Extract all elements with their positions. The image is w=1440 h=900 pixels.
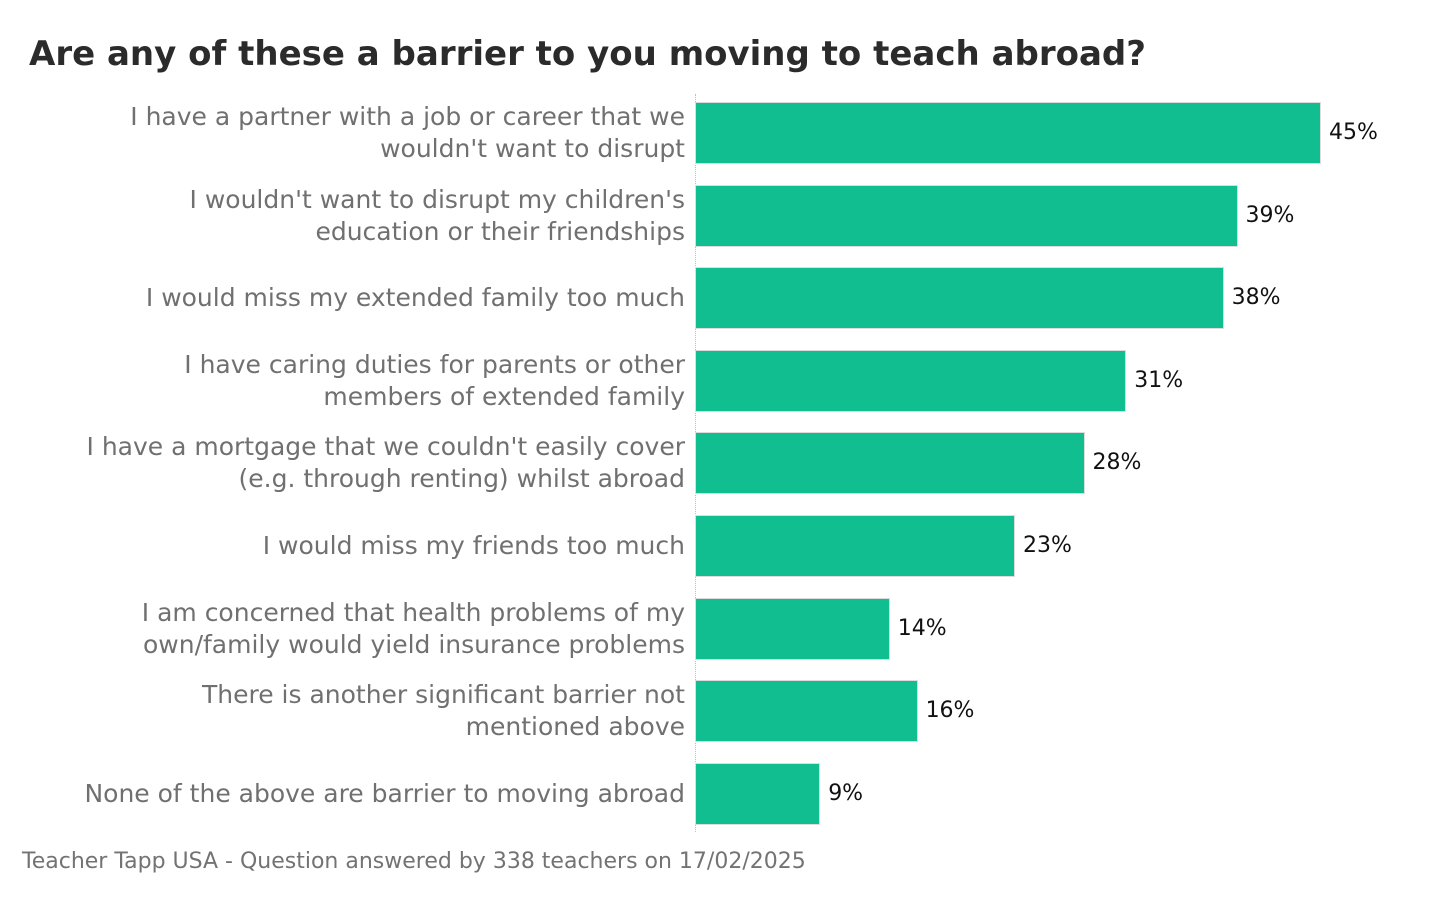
- category-label: I have a mortgage that we couldn't easil…: [86, 432, 686, 494]
- category-label: There is another significant barrier not…: [201, 680, 685, 742]
- bar: [695, 432, 1085, 495]
- value-label: 9%: [828, 780, 864, 806]
- bar: [695, 680, 918, 743]
- value-label: 45%: [1329, 120, 1378, 145]
- bar: [695, 349, 1127, 412]
- category-label: I am concerned that health problems of m…: [141, 597, 685, 659]
- bar: [695, 515, 1015, 577]
- value-label: 14%: [897, 615, 947, 641]
- category-label: I would miss my extended family too much: [145, 283, 685, 313]
- value-label: 16%: [925, 698, 975, 724]
- chart-title: Are any of these a barrier to you moving…: [29, 34, 1146, 74]
- category-label: I wouldn't want to disrupt my children's…: [189, 184, 685, 246]
- value-label: 31%: [1134, 367, 1184, 393]
- bar: [695, 267, 1224, 330]
- value-label: 38%: [1231, 285, 1281, 311]
- bar: [695, 597, 890, 660]
- category-label: I have a partner with a job or career th…: [130, 102, 685, 163]
- value-label: 28%: [1092, 450, 1142, 476]
- category-label: I would miss my friends too much: [262, 531, 685, 560]
- chart-footer: Teacher Tapp USA - Question answered by …: [22, 849, 806, 874]
- bar: [695, 762, 821, 825]
- category-label: None of the above are barrier to moving …: [84, 778, 685, 808]
- bar: [695, 184, 1238, 247]
- value-label: 23%: [1022, 533, 1072, 558]
- value-label: 39%: [1245, 202, 1295, 228]
- category-label: I have caring duties for parents or othe…: [184, 349, 685, 411]
- bar: [695, 102, 1321, 164]
